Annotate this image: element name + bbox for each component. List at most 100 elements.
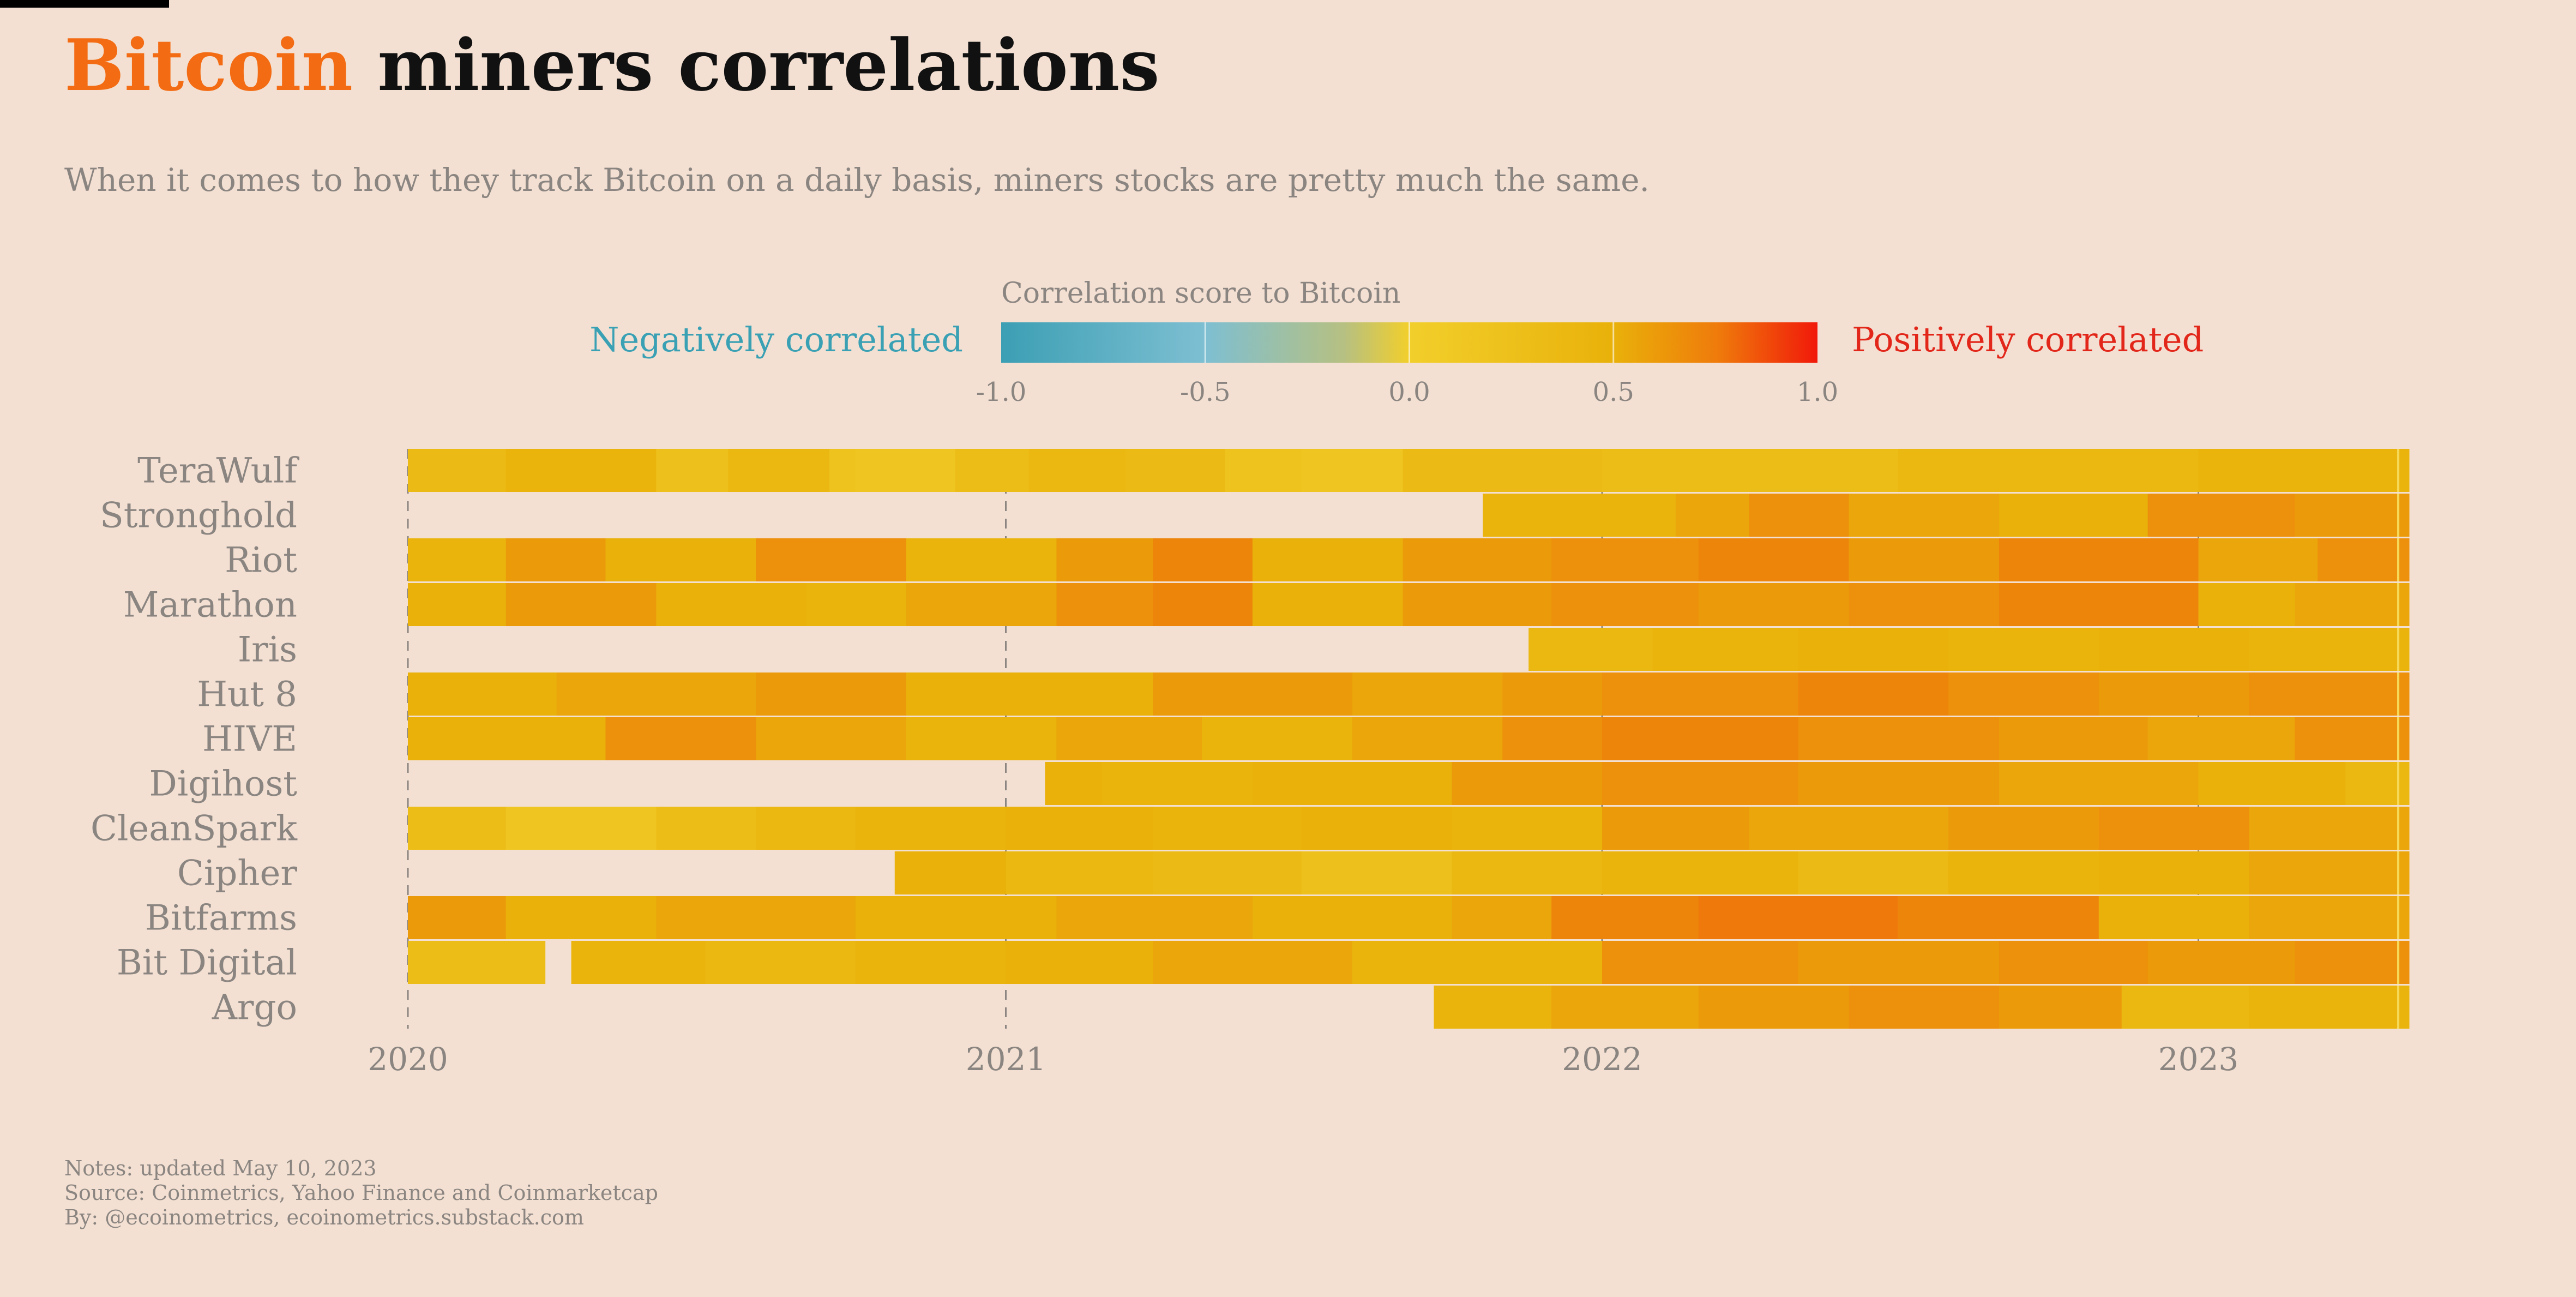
row-end-marker	[2397, 762, 2399, 805]
heatmap-cell	[2249, 807, 2410, 850]
row-label: CleanSpark	[91, 809, 298, 849]
heatmap-cell	[906, 538, 1057, 581]
heatmap-cell	[1006, 851, 1153, 894]
heatmap-cell	[894, 851, 1007, 894]
x-tick-label: 2022	[1562, 1041, 1642, 1078]
row-end-marker	[2397, 494, 2399, 537]
row-label: Bitfarms	[145, 898, 297, 939]
heatmap-cell	[906, 717, 1057, 760]
heatmap-cell	[1352, 672, 1503, 716]
heatmap-cell	[2198, 583, 2295, 626]
note-by: By: @ecoinometrics, ecoinometrics.substa…	[64, 1205, 584, 1229]
row-label: TeraWulf	[137, 451, 299, 491]
heatmap-cell	[2345, 762, 2410, 805]
heatmap-cell	[571, 941, 706, 984]
heatmap-cell	[505, 807, 657, 850]
heatmap-cell	[1125, 449, 1225, 492]
heatmap-cell	[1948, 628, 2099, 671]
heatmap-cell	[1056, 717, 1202, 760]
page-subtitle: When it comes to how they track Bitcoin …	[64, 161, 1650, 199]
heatmap-cell	[1948, 672, 2099, 716]
heatmap-cell	[1045, 762, 1103, 805]
heatmap-cell	[1798, 717, 2000, 760]
heatmap-cell	[756, 807, 856, 850]
heatmap-cell	[829, 449, 856, 492]
heatmap-cell	[1252, 896, 1452, 939]
heatmap-cell	[1948, 851, 2099, 894]
heatmap-cell	[1252, 762, 1452, 805]
legend-tick-label: -1.0	[976, 377, 1027, 407]
legend-title: Correlation score to Bitcoin	[1001, 277, 1400, 310]
heatmap-cell	[1602, 449, 1898, 492]
heatmap-row	[1434, 986, 2410, 1029]
heatmap-cell	[1056, 538, 1153, 581]
heatmap-cell	[2198, 538, 2318, 581]
row-end-marker	[2397, 896, 2399, 939]
heatmap-cell	[408, 717, 606, 760]
heatmap-cell	[1698, 986, 1849, 1029]
heatmap-cell	[2249, 851, 2410, 894]
heatmap-cell	[1483, 494, 1676, 537]
row-end-marker	[2397, 449, 2399, 492]
heatmap-cell	[1028, 449, 1126, 492]
heatmap-cell	[1849, 538, 2000, 581]
heatmap-cell	[1602, 807, 1750, 850]
heatmap-cell	[1999, 717, 2148, 760]
heatmap-row	[408, 583, 2410, 626]
heatmap-cell	[2098, 672, 2249, 716]
heatmap-cell	[408, 538, 507, 581]
heatmap-cell	[1999, 583, 2199, 626]
heatmap-cell	[1602, 762, 1799, 805]
heatmap-cell	[2295, 583, 2410, 626]
row-label: Cipher	[177, 854, 298, 894]
heatmap-cell	[408, 449, 507, 492]
heatmap-cell	[1153, 583, 1253, 626]
row-end-marker	[2397, 807, 2399, 850]
heatmap-row	[408, 941, 2410, 984]
heatmap-row	[1483, 494, 2410, 537]
heatmap-cell	[855, 807, 1007, 850]
row-label: HIVE	[202, 719, 297, 760]
heatmap-cell	[1798, 672, 1949, 716]
heatmap-cell	[2098, 807, 2249, 850]
heatmap-cell	[1999, 494, 2148, 537]
heatmap-row	[408, 538, 2410, 581]
heatmap-cell	[1551, 896, 1699, 939]
heatmap-cell	[906, 583, 1057, 626]
heatmap-cell	[1798, 941, 2000, 984]
legend-tick-label: -0.5	[1180, 377, 1231, 407]
heatmap-cell	[1502, 672, 1603, 716]
x-tick-label: 2023	[2158, 1041, 2239, 1078]
heatmap-cell	[2147, 717, 2295, 760]
row-label: Digihost	[149, 764, 297, 804]
heatmap-cell	[1675, 494, 1750, 537]
heatmap-cell	[656, 896, 856, 939]
heatmap-cell	[556, 672, 756, 716]
row-label: Hut 8	[197, 675, 297, 715]
heatmap-cell	[1798, 851, 1949, 894]
heatmap-cell	[605, 717, 756, 760]
heatmap-row	[408, 672, 2410, 716]
heatmap-cell	[728, 449, 830, 492]
heatmap-cell	[1452, 762, 1603, 805]
title-rest: miners correlations	[353, 23, 1160, 107]
heatmap-row	[1045, 762, 2410, 805]
row-label: Riot	[225, 541, 297, 581]
heatmap-cell	[1749, 807, 1949, 850]
heatmap-cell	[806, 583, 907, 626]
heatmap-cell	[1352, 941, 1603, 984]
heatmap-cell	[1502, 717, 1603, 760]
heatmap-cell	[2147, 941, 2295, 984]
heatmap-cell	[756, 672, 907, 716]
heatmap-cell	[1252, 538, 1404, 581]
heatmap-cell	[1301, 807, 1452, 850]
heatmap-cell	[955, 449, 1029, 492]
heatmap-cell	[1999, 538, 2199, 581]
heatmap-cell	[1551, 538, 1699, 581]
heatmap-cell	[1999, 941, 2148, 984]
heatmap-cell	[1452, 896, 1552, 939]
heatmap-cell	[2295, 941, 2410, 984]
heatmap-cell	[656, 449, 729, 492]
legend-tick-label: 0.5	[1593, 377, 1634, 407]
